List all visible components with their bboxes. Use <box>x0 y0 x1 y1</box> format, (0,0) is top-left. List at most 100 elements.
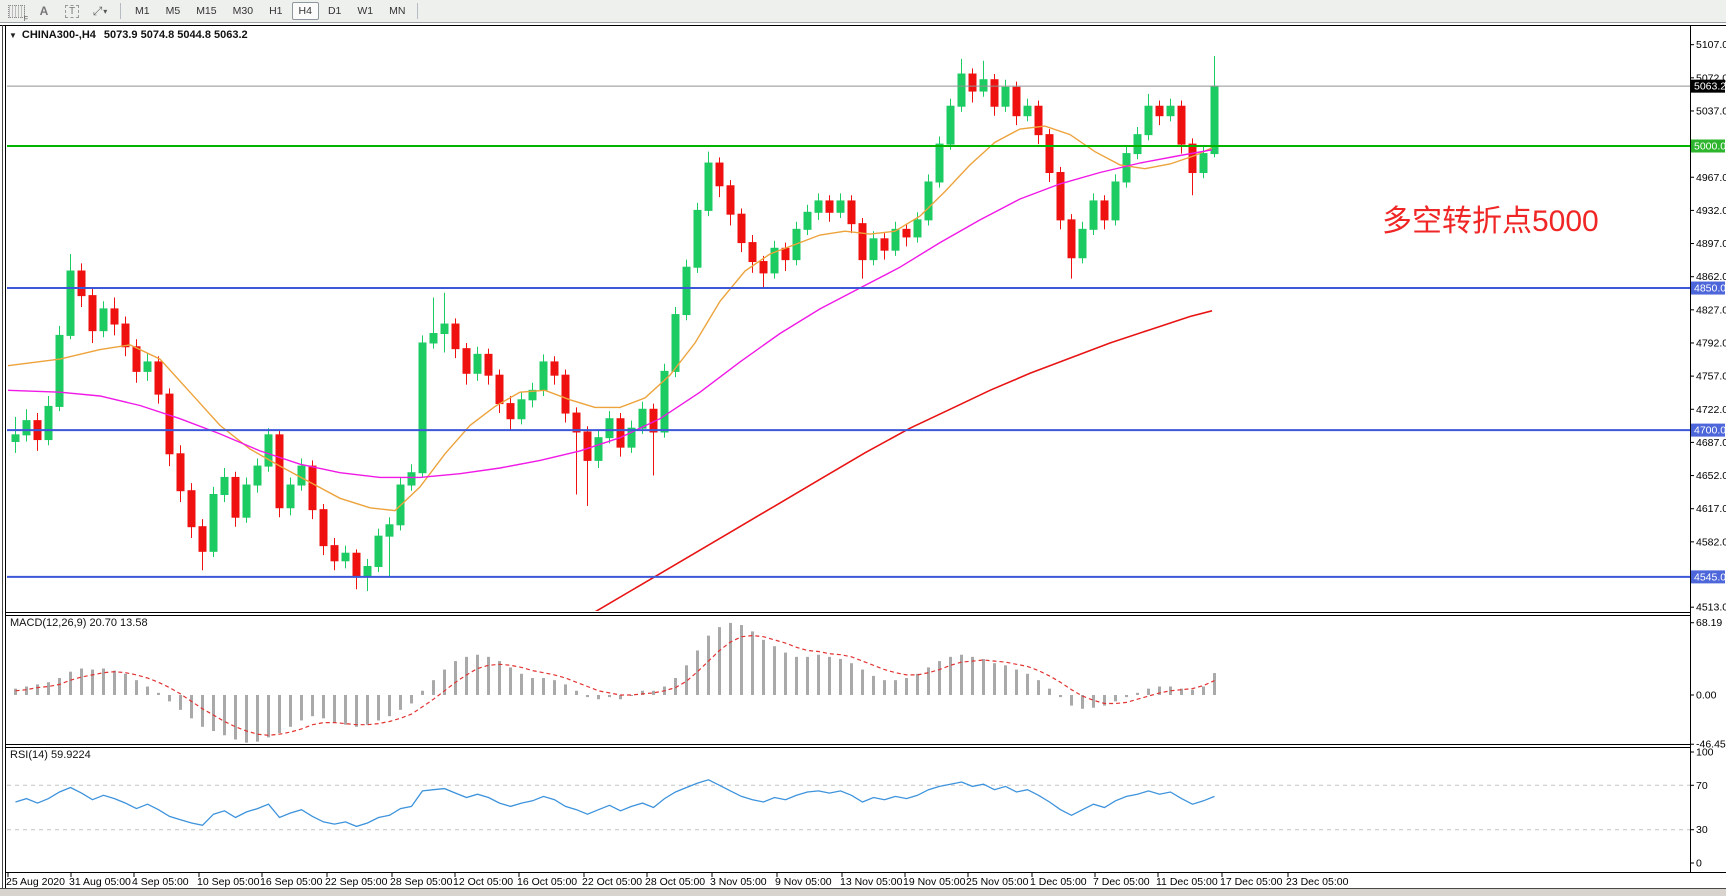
candle-body <box>858 223 867 261</box>
time-axis-label: 11 Dec 05:00 <box>1156 876 1218 888</box>
candle-body <box>176 453 185 492</box>
candle-body <box>1155 105 1164 117</box>
candle-body <box>924 181 933 221</box>
candle-body <box>286 484 295 509</box>
candle-body <box>1199 153 1208 174</box>
text-box-icon[interactable]: T <box>62 2 82 20</box>
candle-body <box>847 200 856 225</box>
macd-bar <box>1026 673 1029 695</box>
timeframe-button-m30[interactable]: M30 <box>232 5 254 17</box>
candle-body <box>726 185 735 215</box>
candle-body <box>825 200 834 213</box>
macd-bar <box>135 680 138 695</box>
timeframe-button-d1[interactable]: D1 <box>327 5 342 17</box>
symbol-dropdown-icon[interactable]: ▼ <box>9 31 17 40</box>
candle-body <box>110 308 119 325</box>
rsi-tick-label: 70 <box>1696 780 1708 792</box>
time-axis-label: 3 Nov 05:00 <box>710 876 767 888</box>
candle-body <box>88 295 97 332</box>
macd-bar <box>47 682 50 695</box>
macd-bar <box>718 627 721 695</box>
timeframe-button-mn[interactable]: MN <box>389 5 406 17</box>
macd-bar <box>883 680 886 695</box>
macd-bar <box>993 663 996 695</box>
fibonacci-grid-icon[interactable]: F <box>6 2 28 23</box>
price-badge-label: 5000.0 <box>1694 141 1726 153</box>
timeframe-button-h1[interactable]: H1 <box>269 5 283 17</box>
price-tick-label: 4897.0 <box>1696 238 1726 250</box>
macd-bar <box>630 695 633 696</box>
macd-bar <box>1136 692 1139 695</box>
time-axis-label: 4 Sep 05:00 <box>132 876 189 888</box>
macd-bar <box>971 656 974 695</box>
candle-body <box>1210 85 1219 155</box>
macd-bar <box>894 680 897 695</box>
price-tick-label: 4757.0 <box>1696 371 1726 383</box>
candle-body <box>561 374 570 414</box>
candle-body <box>154 361 163 395</box>
arrow-objects-icon[interactable]: ⤢ ▾ <box>92 3 108 18</box>
time-axis-label: 28 Oct 05:00 <box>645 876 705 888</box>
price-badge-label: 4850.0 <box>1694 283 1726 295</box>
macd-tick-label: 0.00 <box>1696 690 1717 702</box>
macd-bar <box>1037 680 1040 695</box>
text-label-icon[interactable]: A <box>39 4 49 18</box>
candle-body <box>539 361 548 391</box>
macd-bar <box>872 675 875 695</box>
price-badge-label: 4700.0 <box>1694 425 1726 437</box>
rsi-tick-label: 30 <box>1696 824 1708 836</box>
macd-bar <box>1059 695 1062 698</box>
macd-bar <box>1081 695 1084 709</box>
candle-body <box>517 399 526 420</box>
macd-bar <box>1103 695 1106 706</box>
macd-bar <box>553 680 556 695</box>
macd-bar <box>1125 695 1128 698</box>
candle-body <box>275 434 284 509</box>
candle-body <box>814 200 823 213</box>
timeframe-button-m15[interactable]: M15 <box>196 5 217 17</box>
candle-body <box>891 228 900 251</box>
timeframe-button-m1[interactable]: M1 <box>135 5 150 17</box>
timeframe-button-m5[interactable]: M5 <box>165 5 181 17</box>
macd-bar <box>1191 689 1194 695</box>
ma-slow-line <box>594 310 1213 611</box>
macd-bar <box>850 663 853 695</box>
candle-body <box>209 493 218 552</box>
price-tick-label: 4722.0 <box>1696 404 1726 416</box>
candle-body <box>913 219 922 238</box>
macd-bar <box>982 658 985 695</box>
candle-body <box>55 334 64 407</box>
price-annotation-text[interactable]: 多空转折点5000 <box>1382 205 1599 238</box>
candle-body <box>715 162 724 187</box>
macd-bar <box>795 656 798 695</box>
timeframe-button-w1[interactable]: W1 <box>357 5 374 17</box>
candle-body <box>990 79 999 107</box>
macd-bar <box>564 684 567 695</box>
candle-body <box>165 393 174 455</box>
macd-bar <box>1004 665 1007 695</box>
rsi-tick-label: 0 <box>1696 858 1702 870</box>
macd-bar <box>916 673 919 695</box>
macd-bar <box>509 667 512 695</box>
macd-bar <box>531 678 534 695</box>
candle-body <box>682 266 691 316</box>
candle-body <box>330 545 339 562</box>
candle-body <box>429 333 438 344</box>
macd-bar <box>36 684 39 695</box>
price-tick-label: 5107.0 <box>1696 39 1726 51</box>
candle-body <box>1144 105 1153 136</box>
candle-body <box>495 374 504 405</box>
macd-bar <box>1169 686 1172 695</box>
toolbar: F A T ⤢ ▾ M1 M5 M15 M30 H1 H4 D1 W1 MN <box>0 0 1726 23</box>
macd-bar <box>69 671 72 695</box>
macd-bar <box>223 695 226 736</box>
macd-indicator-label: MACD(12,26,9) 20.70 13.58 <box>10 617 148 629</box>
time-axis-label: 16 Oct 05:00 <box>517 876 577 888</box>
candle-body <box>583 431 592 461</box>
candle-body <box>1056 172 1065 221</box>
fibonacci-grid-letter: F <box>23 16 28 23</box>
timeframe-button-h4[interactable]: H4 <box>291 2 319 20</box>
price-badge <box>1691 423 1725 437</box>
